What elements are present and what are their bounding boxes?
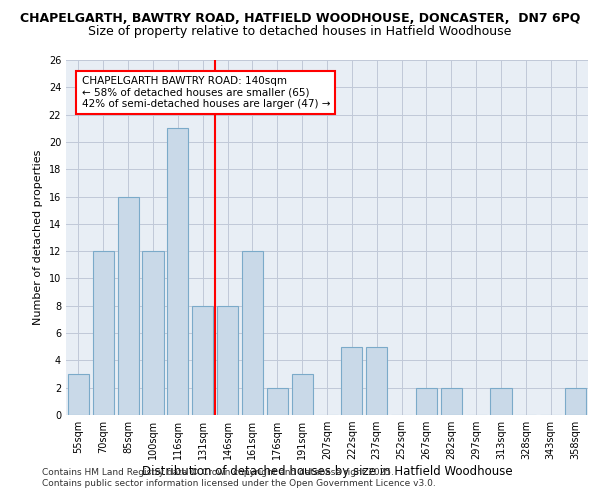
Bar (93, 251, 114, 415)
Bar (68, 374, 89, 415)
Bar (167, 128, 188, 415)
Bar (490, 388, 512, 415)
Text: CHAPELGARTH BAWTRY ROAD: 140sqm
← 58% of detached houses are smaller (65)
42% of: CHAPELGARTH BAWTRY ROAD: 140sqm ← 58% of… (82, 76, 330, 109)
Bar (118, 196, 139, 415)
Bar (242, 251, 263, 415)
Bar (366, 346, 387, 415)
Bar (416, 388, 437, 415)
Bar (217, 306, 238, 415)
Bar (142, 251, 164, 415)
Text: CHAPELGARTH, BAWTRY ROAD, HATFIELD WOODHOUSE, DONCASTER,  DN7 6PQ: CHAPELGARTH, BAWTRY ROAD, HATFIELD WOODH… (20, 12, 580, 24)
Bar (192, 306, 213, 415)
Text: Contains HM Land Registry data © Crown copyright and database right 2025.
Contai: Contains HM Land Registry data © Crown c… (42, 468, 436, 487)
Bar (565, 388, 586, 415)
Text: Size of property relative to detached houses in Hatfield Woodhouse: Size of property relative to detached ho… (88, 25, 512, 38)
Bar (341, 346, 362, 415)
Y-axis label: Number of detached properties: Number of detached properties (33, 150, 43, 325)
Bar (267, 388, 288, 415)
Bar (292, 374, 313, 415)
X-axis label: Distribution of detached houses by size in Hatfield Woodhouse: Distribution of detached houses by size … (142, 465, 512, 478)
Bar (441, 388, 462, 415)
